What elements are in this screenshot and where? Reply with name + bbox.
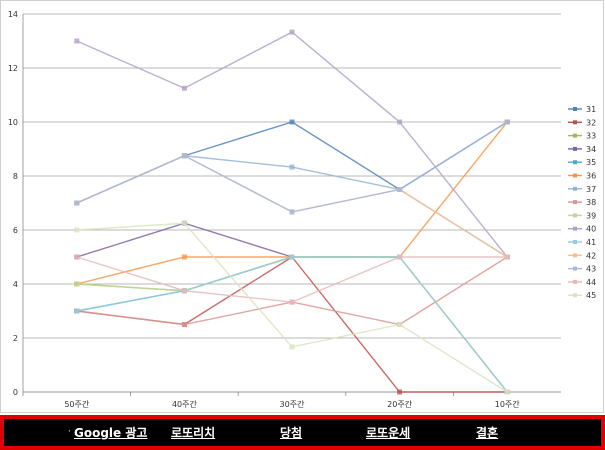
data-point-38 <box>181 322 187 327</box>
y-tick-label: 12 <box>8 64 18 73</box>
google-ads-link[interactable]: Google 광고 <box>74 426 148 440</box>
data-point-32 <box>397 389 403 395</box>
y-tick-label: 4 <box>13 280 18 289</box>
legend-marker-41 <box>573 240 577 244</box>
data-point-41 <box>289 254 295 260</box>
lotto-rich-link[interactable]: 로또리치 <box>171 426 216 440</box>
legend-marker-39 <box>573 213 577 218</box>
data-point-44 <box>504 254 510 260</box>
data-point-39 <box>74 281 80 287</box>
x-tick-label: 50주간 <box>64 399 90 409</box>
legend-marker-35 <box>573 160 577 165</box>
legend-marker-34 <box>573 146 577 151</box>
legend-label-31: 31 <box>586 105 596 114</box>
series-line-42 <box>76 154 508 258</box>
legend-label-42: 42 <box>586 251 596 260</box>
data-point-43 <box>397 187 403 192</box>
separator-dot: · <box>68 427 71 437</box>
legend-marker-42 <box>573 253 577 258</box>
legend-label-37: 37 <box>586 185 596 194</box>
legend-marker-45 <box>573 293 577 298</box>
legend-label-40: 40 <box>586 225 596 234</box>
data-point-43 <box>504 119 510 125</box>
legend-marker-40 <box>573 226 577 231</box>
legend-label-41: 41 <box>586 238 596 247</box>
x-tick-label: 40주간 <box>172 399 198 409</box>
legend-label-45: 45 <box>586 291 596 300</box>
x-tick-label: 20주간 <box>387 399 413 409</box>
series-line-44 <box>76 256 508 303</box>
y-tick-label: 2 <box>13 334 18 343</box>
legend-label-43: 43 <box>586 265 596 274</box>
data-point-44 <box>289 299 295 305</box>
data-point-43 <box>289 209 295 215</box>
series-line-45 <box>76 222 508 393</box>
data-point-45 <box>504 389 510 395</box>
data-point-36 <box>181 254 187 260</box>
legend-label-36: 36 <box>586 172 596 181</box>
y-tick-label: 8 <box>13 172 18 181</box>
legend-marker-33 <box>573 133 577 138</box>
legend-label-32: 32 <box>586 118 596 127</box>
data-point-44 <box>181 288 187 294</box>
data-point-41 <box>74 308 80 314</box>
x-tick-label: 10주간 <box>495 399 521 409</box>
data-point-45 <box>397 322 403 327</box>
y-tick-label: 0 <box>13 388 18 397</box>
data-point-31 <box>289 119 295 125</box>
chart-frame: 0 2 4 6 8 10 12 14 50주간 40주간 30주간 20주간 10주간 31 32 33 34 3… <box>0 0 604 413</box>
y-tick-label: 14 <box>8 10 18 19</box>
data-point-40 <box>181 85 187 91</box>
data-point-40 <box>74 38 80 44</box>
series-line-36 <box>76 121 508 285</box>
winning-link[interactable]: 당첨 <box>280 426 303 440</box>
data-point-44 <box>74 254 80 260</box>
line-chart: 0 2 4 6 8 10 12 14 50주간 40주간 30주간 20주간 10주간 31 32 33 34 3… <box>8 10 596 409</box>
data-point-40 <box>289 29 295 35</box>
data-point-37 <box>289 164 295 170</box>
lotto-fortune-link[interactable]: 로또운세 <box>366 426 411 440</box>
legend-marker-31 <box>573 107 577 111</box>
y-tick-label: 6 <box>13 226 18 235</box>
data-point-45 <box>289 344 295 350</box>
data-point-43 <box>74 200 80 206</box>
legend-label-39: 39 <box>586 211 596 220</box>
legend-marker-37 <box>573 186 577 191</box>
legend-marker-32 <box>573 120 577 125</box>
separator-dot: · <box>142 427 145 437</box>
x-tick-label: 30주간 <box>280 399 306 409</box>
legend-label-38: 38 <box>586 198 596 207</box>
series-line-40 <box>76 31 508 258</box>
bottom-ad-bar: · Google 광고 · 로또리치 당첨 로또운세 결혼 <box>0 415 605 450</box>
data-point-45 <box>181 220 187 226</box>
data-point-45 <box>74 227 80 233</box>
y-tick-label: 10 <box>8 118 18 127</box>
legend-label-35: 35 <box>586 158 596 167</box>
series-line-37 <box>76 155 508 258</box>
legend-marker-44 <box>573 279 577 284</box>
legend-label-33: 33 <box>586 132 596 141</box>
legend-marker-36 <box>573 173 577 178</box>
bottom-bar-inner: · Google 광고 · 로또리치 당첨 로또운세 결혼 <box>4 419 601 446</box>
data-point-40 <box>397 119 403 125</box>
legend-label-44: 44 <box>586 278 596 287</box>
legend-marker-38 <box>573 200 577 205</box>
legend-marker-43 <box>573 266 577 271</box>
legend-label-34: 34 <box>586 145 596 154</box>
data-point-43 <box>181 153 187 159</box>
marriage-link[interactable]: 결혼 <box>476 426 499 440</box>
data-point-44 <box>397 254 403 260</box>
